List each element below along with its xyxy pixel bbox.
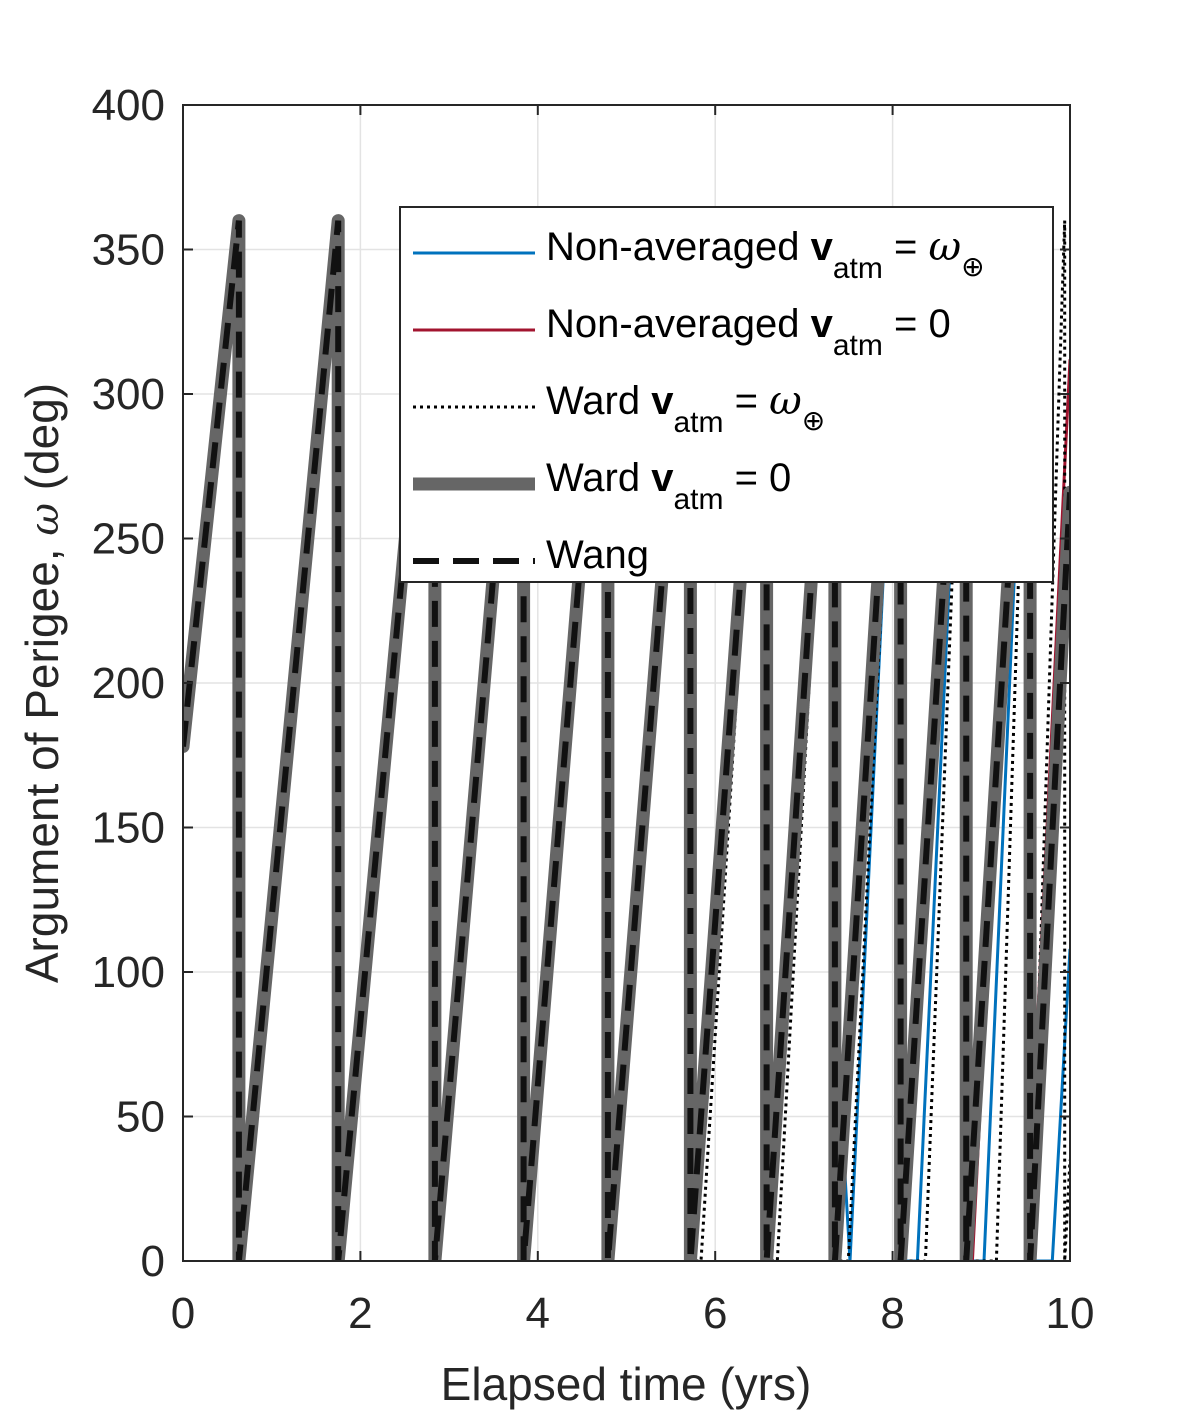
x-tick-label: 0 [171, 1289, 195, 1338]
y-tick-label: 350 [92, 226, 165, 275]
x-tick-label: 2 [348, 1289, 372, 1338]
x-axis-title: Elapsed time (yrs) [441, 1358, 812, 1410]
y-tick-label: 250 [92, 515, 165, 564]
legend-label: Non-averaged vatm = ω⊕ [546, 224, 985, 285]
y-tick-label: 50 [116, 1093, 165, 1142]
x-tick-label: 4 [526, 1289, 550, 1338]
x-tick-label: 6 [703, 1289, 727, 1338]
x-tick-label: 10 [1046, 1289, 1095, 1338]
legend: Non-averaged vatm = ω⊕ Non-averaged vatm … [399, 206, 1054, 583]
y-tick-label: 100 [92, 948, 165, 997]
legend-label: Ward vatm = ω⊕ [546, 378, 825, 439]
legend-box [399, 206, 1054, 583]
legend-label: Non-averaged vatm = 0 [546, 302, 951, 362]
y-axis-title: Argument of Perigee, ω (deg) [16, 383, 68, 983]
x-tick-label: 8 [880, 1289, 904, 1338]
legend-label: Wang [546, 533, 649, 577]
legend-label: Ward vatm = 0 [546, 456, 791, 516]
y-tick-label: 300 [92, 370, 165, 419]
y-tick-label: 400 [92, 81, 165, 130]
y-tick-label: 0 [141, 1237, 165, 1286]
y-tick-label: 200 [92, 659, 165, 708]
y-axis-ticks: 0 50 100 150 200 250 300 350 400 [92, 81, 1070, 1286]
y-tick-label: 150 [92, 804, 165, 853]
x-axis-ticks: 0 2 4 6 8 10 [171, 105, 1095, 1338]
